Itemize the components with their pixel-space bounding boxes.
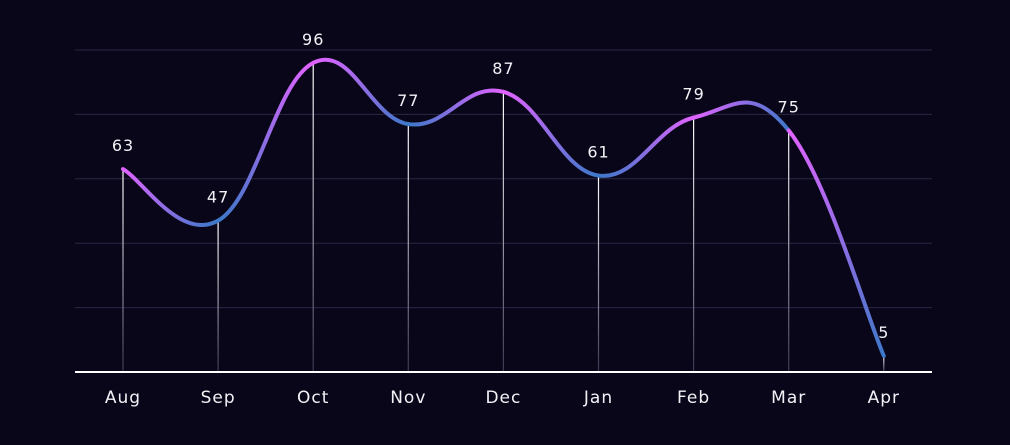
x-tick-label: Dec <box>485 388 521 408</box>
series-line-segment <box>311 58 411 127</box>
series-line-segment <box>786 128 886 358</box>
series-line-segment <box>691 100 791 133</box>
x-tick-label: Sep <box>201 388 236 408</box>
drop-line <box>502 91 504 373</box>
drop-line <box>312 62 314 372</box>
x-tick-label: Apr <box>868 388 900 408</box>
series-line-segment <box>501 89 601 178</box>
data-labels: 63 47 96 77 87 61 79 75 5 <box>112 30 889 342</box>
data-label: 96 <box>302 30 324 49</box>
x-tick-label: Jan <box>583 388 613 408</box>
data-label: 87 <box>492 59 514 78</box>
data-label: 75 <box>778 98 800 117</box>
data-label: 79 <box>682 85 704 104</box>
drop-line <box>407 124 409 372</box>
data-label: 61 <box>587 143 609 162</box>
x-tick-label: Oct <box>297 388 329 408</box>
data-label: 77 <box>397 91 419 110</box>
drop-line <box>597 175 600 372</box>
series-line <box>121 58 886 358</box>
x-tick-label: Nov <box>390 388 426 408</box>
series-line-segment <box>216 60 316 223</box>
data-label: 63 <box>112 136 134 155</box>
series-line-segment <box>596 115 696 178</box>
drop-line <box>883 355 885 372</box>
drop-lines <box>122 62 885 373</box>
data-label: 47 <box>207 188 229 207</box>
drop-line <box>693 117 695 373</box>
drop-line <box>122 169 124 372</box>
series-line-segment <box>406 88 506 127</box>
drop-line <box>217 220 219 372</box>
data-label: 5 <box>878 323 889 342</box>
x-tick-labels: Aug Sep Oct Nov Dec Jan Feb Mar Apr <box>105 388 900 408</box>
drop-line <box>788 130 790 372</box>
x-tick-label: Mar <box>771 388 806 408</box>
series-line-segment <box>121 167 221 227</box>
x-tick-label: Feb <box>677 388 710 408</box>
x-tick-label: Aug <box>105 388 141 408</box>
